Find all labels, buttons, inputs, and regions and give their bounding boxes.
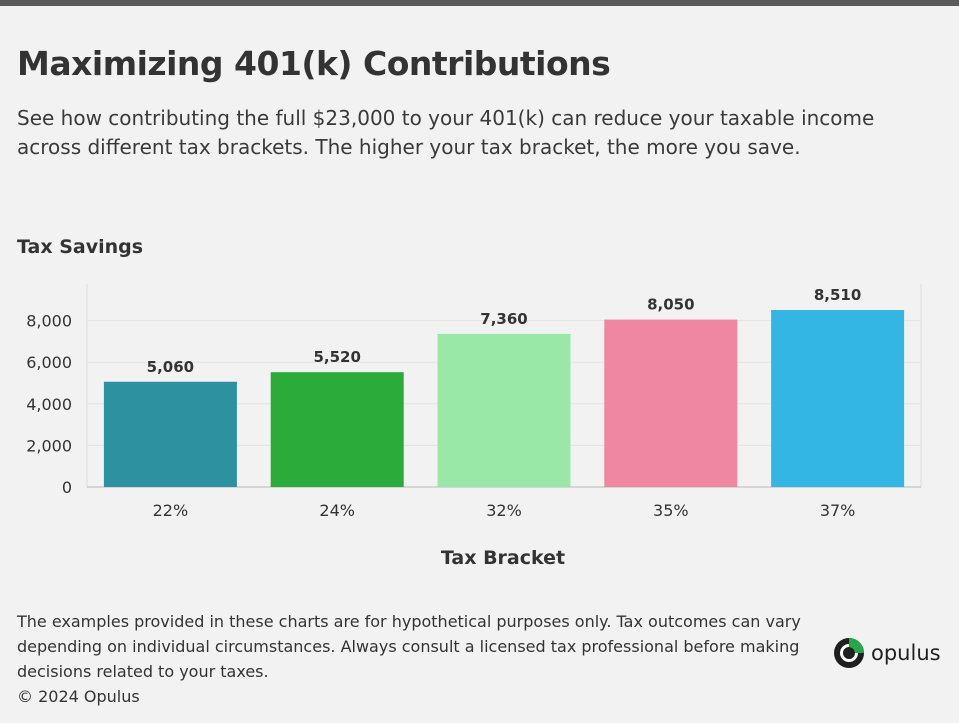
bar-value-label: 7,360 [480, 310, 527, 328]
page-subtitle: See how contributing the full $23,000 to… [17, 106, 875, 159]
disclaimer-text: The examples provided in these charts ar… [17, 612, 801, 681]
x-tick-label: 37% [820, 501, 856, 520]
x-tick-label: 35% [653, 501, 689, 520]
bar-chart: 0 2,000 4,000 6,000 8,000 5,060 22% 5,520 24% 7,3… [26, 284, 922, 569]
chart-title: Tax Savings [17, 236, 144, 258]
bar-value-label: 8,050 [647, 296, 694, 314]
bar-value-label: 5,060 [147, 358, 194, 376]
opulus-logo: opulus [832, 636, 941, 670]
x-tick-label: 24% [319, 501, 355, 520]
x-tick-label: 32% [486, 501, 522, 520]
bars-layer [103, 309, 905, 487]
bar-37pct [771, 309, 905, 487]
footnote: The examples provided in these charts ar… [17, 609, 817, 709]
x-tick-label: 22% [153, 501, 189, 520]
bar-value-label: 8,510 [814, 286, 861, 304]
bar-32pct [437, 333, 571, 487]
opulus-logo-icon [834, 638, 864, 668]
bar-22pct [103, 381, 237, 487]
bar-24pct [270, 372, 404, 487]
y-tick-label: 2,000 [26, 436, 72, 455]
bar-35pct [604, 319, 738, 487]
copyright-text: © 2024 Opulus [17, 687, 140, 706]
bar-value-label: 5,520 [313, 348, 360, 366]
logo-text: opulus [871, 641, 941, 665]
page-title: Maximizing 401(k) Contributions [17, 44, 611, 83]
labels-layer: 0 2,000 4,000 6,000 8,000 5,060 22% 5,520 24% 7,3… [26, 286, 861, 520]
top-border [0, 0, 959, 6]
y-tick-label: 6,000 [26, 353, 72, 372]
y-tick-label: 8,000 [26, 312, 72, 331]
x-axis-title: Tax Bracket [441, 547, 565, 569]
y-tick-label: 4,000 [26, 395, 72, 414]
y-tick-label: 0 [62, 478, 72, 497]
